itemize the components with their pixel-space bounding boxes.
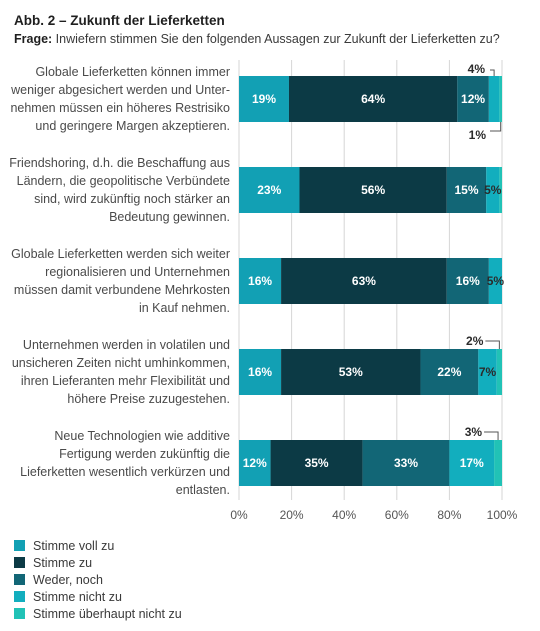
category-label: sind, wird zukünftig noch stärker an [34, 192, 230, 206]
bar-segment [239, 258, 282, 304]
legend-item: Stimme nicht zu [14, 588, 182, 605]
category-label: Friendshoring, d.h. die Beschaffung aus [9, 156, 230, 170]
bar-segment [488, 76, 500, 122]
bar-value-label: 35% [305, 456, 329, 470]
bar-segment [420, 349, 479, 395]
bar-segment [446, 258, 489, 304]
bar-segment [288, 76, 458, 122]
legend-swatch [14, 608, 25, 619]
bar-value-label: 53% [339, 365, 363, 379]
bar-value-label: 16% [248, 274, 272, 288]
bar-segment [486, 167, 500, 213]
bar-value-label: 23% [257, 183, 281, 197]
category-label: Neue Technologien wie additive [54, 429, 230, 443]
bar-value-label: 56% [361, 183, 385, 197]
x-tick-label: 20% [280, 508, 304, 522]
category-label: Fertigung werden zukünftig die [59, 447, 230, 461]
bar-value-label: 16% [248, 365, 272, 379]
legend-swatch [14, 574, 25, 585]
legend-swatch [14, 540, 25, 551]
category-label: müssen damit verbundene Mehrkosten [14, 283, 230, 297]
bar-value-label: 5% [487, 274, 505, 288]
chart-title: Abb. 2 – Zukunft der Lieferketten [14, 13, 225, 28]
legend-label: Weder, noch [33, 572, 103, 587]
bar-segment [499, 76, 502, 122]
x-tick-label: 0% [230, 508, 248, 522]
bar-value-label: 12% [461, 92, 485, 106]
bar-segment [499, 167, 502, 213]
category-label: weniger abgesichert werden und Unter- [10, 83, 230, 97]
category-label: höhere Preise zuzugestehen. [67, 392, 230, 406]
category-label: unsicheren Zeiten nicht umhinkommen, [12, 356, 230, 370]
bar-segment [281, 349, 421, 395]
bar-value-label: 5% [484, 183, 502, 197]
legend-item: Stimme voll zu [14, 537, 182, 554]
category-label: in Kauf nehmen. [139, 301, 230, 315]
bar-value-label: 2% [466, 334, 484, 348]
stacked-bar-chart: 0% 20% 40% 60% 80% 100% Globale Lieferketten k… [9, 60, 518, 522]
x-tick-label: 40% [332, 508, 356, 522]
category-label: und geringere Margen akzeptieren. [35, 119, 230, 133]
bar-segment [299, 167, 447, 213]
bar-segment [239, 167, 300, 213]
bar-segment [496, 349, 502, 395]
bar-value-label: 3% [465, 425, 483, 439]
legend-item: Weder, noch [14, 571, 182, 588]
bar-segment [270, 440, 363, 486]
bar-segment [362, 440, 450, 486]
x-tick-label: 60% [385, 508, 409, 522]
leader-line [490, 122, 502, 132]
legend-swatch [14, 591, 25, 602]
bar-segment [494, 440, 502, 486]
leader-line [490, 69, 495, 76]
category-label: Globale Lieferketten werden sich weiter [11, 247, 230, 261]
category-label: ihren Lieferanten mehr Flexibilität und [21, 374, 230, 388]
bar-segment [449, 440, 495, 486]
category-label: entlasten. [176, 483, 230, 497]
bar-value-label: 33% [394, 456, 418, 470]
question-prefix: Frage: [14, 32, 53, 46]
category-label: Ländern, die geopolitische Verbündete [17, 174, 230, 188]
legend-item: Stimme überhaupt nicht zu [14, 605, 182, 622]
bar-segment [239, 349, 282, 395]
category-label: nehmen müssen ein höheres Restrisiko [10, 101, 230, 115]
bar-value-label: 16% [456, 274, 480, 288]
bar-value-label: 1% [469, 128, 487, 142]
category-label: Bedeutung gewinnen. [109, 210, 230, 224]
legend-item: Stimme zu [14, 554, 182, 571]
legend-label: Stimme überhaupt nicht zu [33, 606, 182, 621]
category-label: Globale Lieferketten können immer [35, 65, 230, 79]
bar-value-label: 22% [437, 365, 461, 379]
bar-value-label: 64% [361, 92, 385, 106]
bar-value-label: 4% [468, 62, 486, 76]
category-label: Unternehmen werden in volatilen und [23, 338, 230, 352]
bar-segment [488, 258, 502, 304]
bar-segment [281, 258, 447, 304]
x-tick-label: 100% [487, 508, 518, 522]
category-label: regionalisieren und Unternehmen [45, 265, 230, 279]
bar-segment [457, 76, 489, 122]
bar-segment [446, 167, 487, 213]
chart-question: Frage: Inwiefern stimmen Sie den folgend… [14, 32, 500, 46]
legend-label: Stimme nicht zu [33, 589, 122, 604]
x-tick-label: 80% [437, 508, 461, 522]
leader-line [484, 431, 499, 440]
bar-value-label: 17% [460, 456, 484, 470]
category-label: Lieferketten wesentlich verkürzen und [20, 465, 230, 479]
legend: Stimme voll zu Stimme zu Weder, noch Stimme… [14, 537, 182, 622]
bar-value-label: 19% [252, 92, 276, 106]
question-text: Inwiefern stimmen Sie den folgenden Auss… [52, 32, 500, 46]
bar-value-label: 12% [243, 456, 267, 470]
legend-label: Stimme voll zu [33, 538, 115, 553]
leader-line [485, 340, 500, 349]
bar-value-label: 7% [479, 365, 497, 379]
bar-segment [478, 349, 497, 395]
legend-swatch [14, 557, 25, 568]
bar-value-label: 15% [454, 183, 478, 197]
bar-segment [239, 76, 289, 122]
bar-value-label: 63% [352, 274, 376, 288]
legend-label: Stimme zu [33, 555, 93, 570]
bar-segment [239, 440, 271, 486]
